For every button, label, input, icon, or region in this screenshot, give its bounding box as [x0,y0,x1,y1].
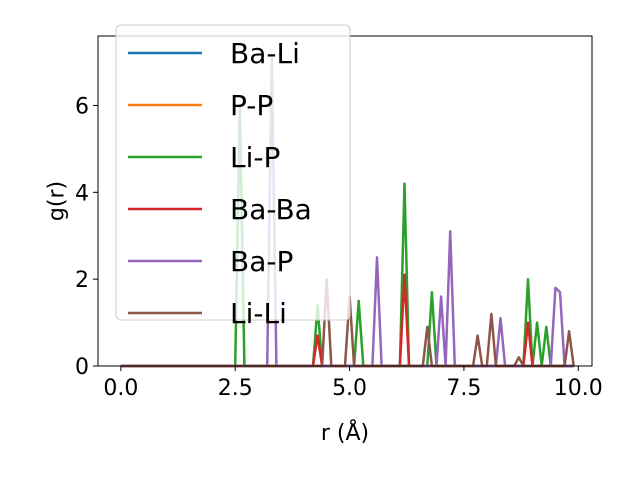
legend-label-p-p: P-P [230,89,273,122]
x-tick-label: 0.0 [103,376,138,401]
legend-box [115,24,351,321]
y-axis-ticks: 0 2 4 6 [75,94,98,380]
x-tick-label: 2.5 [218,376,253,401]
y-tick-label: 2 [75,268,89,293]
x-tick-label: 7.5 [446,376,481,401]
y-tick-label: 6 [75,94,89,119]
series-line-ba-ba [120,273,574,368]
x-tick-label: 5.0 [332,376,367,401]
x-axis-label: r (Å) [321,419,369,446]
y-tick-label: 4 [75,181,89,206]
x-axis-ticks: 0.0 2.5 5.0 7.5 10.0 [103,366,603,401]
y-tick-label: 0 [75,355,89,380]
legend-label-ba-p: Ba-P [230,245,293,278]
x-tick-label: 10.0 [554,376,603,401]
legend-label-ba-ba: Ba-Ba [230,193,312,226]
legend-label-li-li: Li-Li [230,297,287,330]
y-axis-label: g(r) [45,181,70,221]
legend: Ba-Li P-P Li-P Ba-Ba Ba-P Li-Li [115,24,351,330]
legend-label-ba-li: Ba-Li [230,37,300,70]
legend-label-li-p: Li-P [230,141,280,174]
